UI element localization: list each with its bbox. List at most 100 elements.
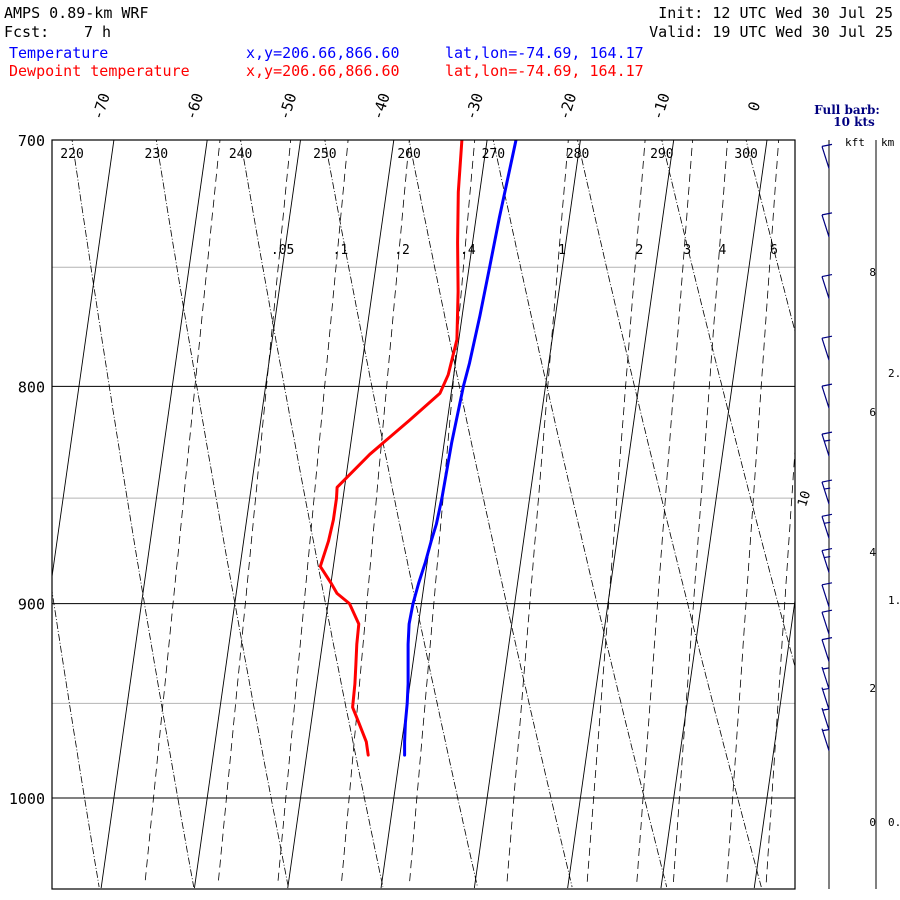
dry-adiabat-line [492, 140, 668, 888]
wind-barb-flag [821, 513, 833, 517]
temperature-tick-label: 0 [744, 99, 764, 113]
wind-barb [821, 383, 833, 409]
legend-temperature-latlon: lat,lon=-74.69, 164.17 [445, 44, 644, 62]
legend-dewpoint-name: Dewpoint temperature [9, 62, 190, 80]
wind-barb-half-flag [824, 439, 831, 442]
km-tick-2: 2. [888, 367, 900, 380]
dry-adiabat-line [71, 140, 195, 888]
wind-barb-staff [821, 276, 830, 299]
mixing-ratio-line [408, 140, 476, 886]
mixing-ratio-line [144, 140, 221, 886]
wind-barb-flag [821, 212, 833, 216]
dry-adiabat-label: 230 [145, 147, 168, 162]
temperature-profile [403, 140, 518, 757]
isotherm-line [380, 140, 488, 889]
temperature-tick-label: -70 [88, 91, 113, 122]
full-barb-units: 10 kts [833, 115, 875, 129]
wind-barb [821, 479, 833, 505]
isotherm-line [660, 140, 768, 889]
full-barb-title: Full barb: [814, 103, 880, 117]
temperature-tick-label: -20 [555, 91, 580, 122]
plot-frame [51, 139, 796, 890]
isotherm-line [287, 140, 395, 889]
header: AMPS 0.89-km WRF Fcst: 7 h Init: 12 UTC … [4, 4, 893, 80]
km-axis-label: km [881, 136, 895, 149]
mixing-ratio-line [765, 444, 795, 886]
init-time: Init: 12 UTC Wed 30 Jul 25 [658, 4, 893, 22]
wind-barb-flag [821, 637, 833, 641]
model-title: AMPS 0.89-km WRF [4, 4, 149, 22]
fcst-label: Fcst: [4, 23, 49, 41]
wind-barb-staff [821, 550, 830, 573]
wind-barb [821, 212, 833, 238]
dry-adiabat-label: 260 [397, 147, 420, 162]
mixing-ratio-label: .4 [460, 243, 476, 258]
isotherm-line [567, 140, 675, 889]
mixing-ratio-line [277, 140, 349, 886]
mixing-ratio-label: 1 [558, 243, 566, 258]
wind-barb-staff [821, 433, 830, 457]
wind-barb-flag [821, 273, 833, 278]
legend-temperature-name: Temperature [9, 44, 108, 62]
dry-adiabat-label: 240 [229, 147, 252, 162]
kft-tick-8: 8 [869, 266, 876, 279]
temperature-tick-label: -30 [462, 91, 487, 122]
pressure-tick-label: 1000 [9, 790, 45, 808]
temperature-tick-label: -10 [648, 91, 673, 122]
wind-barb-half-flag [824, 555, 831, 559]
km-tick-0: 0. [888, 816, 900, 829]
wind-barb [821, 582, 833, 607]
dry-adiabat-line [745, 140, 795, 333]
mixing-ratio-line [506, 140, 569, 886]
wind-barb-staff [821, 707, 830, 731]
isotherm-line [52, 140, 115, 580]
mixing-ratio-line [726, 140, 780, 886]
wind-barb-half-flag [822, 729, 829, 732]
fcst-value: 7 h [84, 23, 111, 41]
kft-tick-6: 6 [869, 406, 876, 419]
isotherm-line [193, 140, 301, 889]
wind-barb [821, 143, 833, 169]
dry-adiabat-line [829, 135, 900, 887]
temperature-tick-label: -50 [275, 91, 300, 122]
pressure-tick-label: 800 [18, 378, 45, 396]
wind-barb [821, 547, 833, 573]
wind-barb-staff [821, 687, 830, 710]
wind-barb-flag [821, 383, 833, 387]
wind-barb-flag [821, 609, 833, 613]
dry-adiabat-line [52, 588, 100, 888]
wind-barb [821, 431, 833, 457]
isotherm-line [848, 140, 900, 888]
wind-barb-half-flag [824, 487, 831, 490]
dry-adiabat-label: 270 [482, 147, 505, 162]
dry-adiabat-line [155, 140, 289, 888]
mixing-ratio-line [636, 140, 694, 886]
dry-adiabat-line [661, 140, 795, 669]
chart-background-lines [0, 135, 900, 889]
wind-panel: Full barb: 10 kts kft km 8 6 4 2 0 2. 1.… [814, 103, 900, 889]
wind-barb-half-flag [822, 708, 829, 711]
isotherm-line [753, 597, 795, 889]
wind-barb [821, 707, 830, 731]
wind-barb [821, 637, 833, 662]
mixing-ratio-label: 6 [770, 243, 778, 258]
mixing-ratio-label: .1 [333, 243, 349, 258]
mixing-ratio-line [340, 140, 410, 886]
isotherm-line [0, 140, 21, 888]
wind-barb-staff [821, 481, 830, 505]
legend-temperature-xy: x,y=206.66,866.60 [246, 44, 400, 62]
wind-barb [821, 273, 833, 299]
wind-barb-half-flag [824, 521, 831, 524]
dry-adiabat-label: 290 [650, 147, 673, 162]
dry-adiabat-line [0, 135, 5, 887]
wind-barb-half-flag [822, 687, 829, 691]
wind-barb-flag [821, 431, 833, 435]
kft-axis-label: kft [845, 136, 865, 149]
legend-dewpoint-latlon: lat,lon=-74.69, 164.17 [445, 62, 644, 80]
wind-barb [821, 728, 830, 751]
wind-barb-flag [821, 582, 833, 586]
km-tick-1: 1. [888, 594, 900, 607]
wind-barb-staff [821, 338, 830, 361]
kft-tick-4: 4 [869, 546, 876, 559]
